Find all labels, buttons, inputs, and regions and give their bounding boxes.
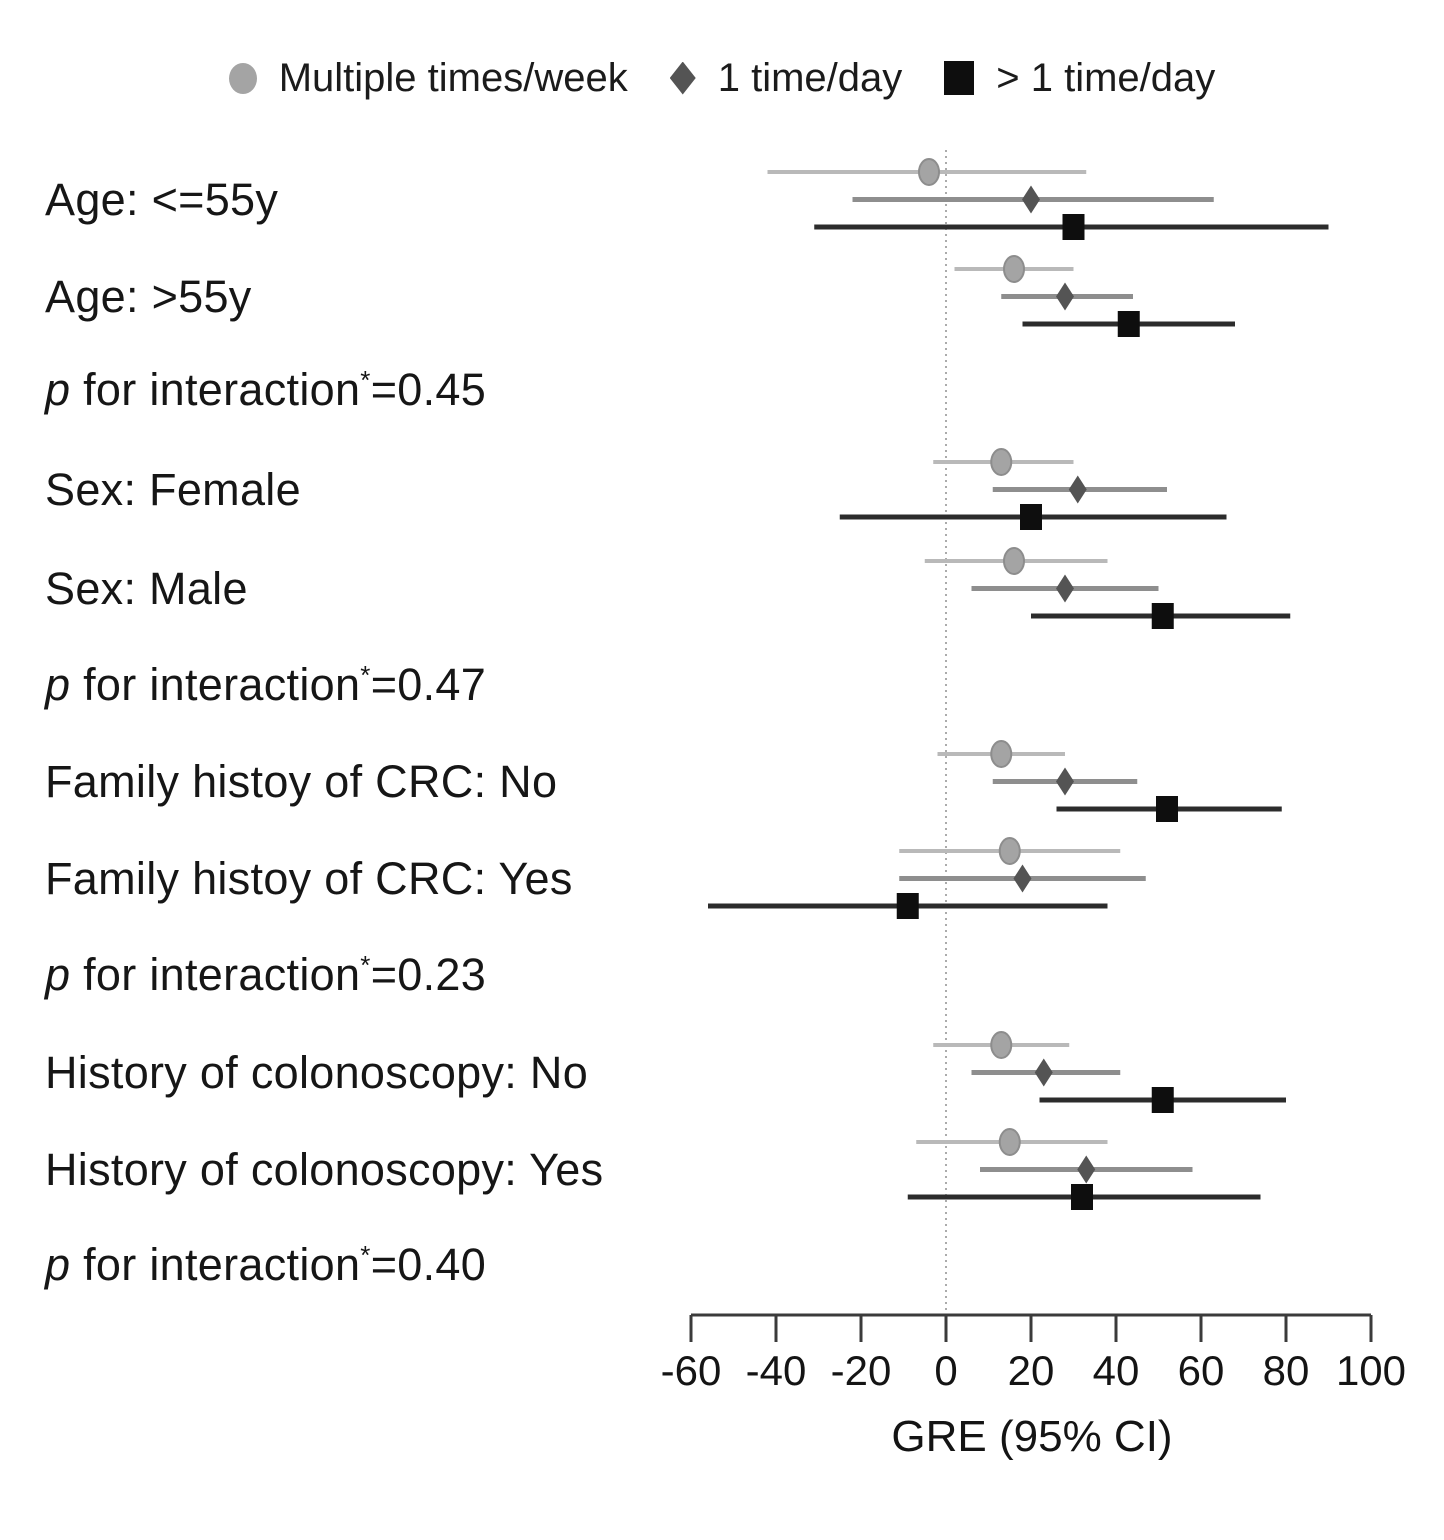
- x-axis-tick-label: -20: [831, 1347, 892, 1394]
- p-interaction-label: p for interaction*=0.45: [45, 364, 486, 416]
- asterisk-superscript: *: [360, 660, 371, 690]
- legend-item: > 1 time/day: [944, 56, 1215, 101]
- p-text: for interaction: [70, 1239, 361, 1290]
- estimate-marker-circle: [990, 740, 1013, 768]
- x-axis-tick-label: 40: [1093, 1347, 1140, 1394]
- p-value: =0.23: [370, 949, 487, 1000]
- x-axis-tick-label: 100: [1336, 1347, 1406, 1394]
- estimate-marker-square: [1151, 603, 1174, 629]
- group-label: Sex: Male: [45, 562, 248, 614]
- group-label: History of colonoscopy: No: [45, 1046, 589, 1098]
- group-label: Age: <=55y: [45, 173, 279, 225]
- chart-legend: Multiple times/week 1 time/day > 1 time/da…: [0, 52, 1444, 104]
- p-symbol: p: [45, 364, 71, 415]
- legend-label: 1 time/day: [717, 55, 903, 100]
- x-axis-tick-label: 60: [1178, 1347, 1225, 1394]
- p-text: for interaction: [70, 949, 361, 1000]
- estimate-marker-circle: [1003, 547, 1025, 575]
- p-interaction-label: p for interaction*=0.23: [45, 949, 486, 1001]
- group-label: History of colonoscopy: Yes: [45, 1143, 604, 1195]
- p-interaction-label: p for interaction*=0.47: [45, 659, 486, 711]
- x-axis-tick-label: -60: [661, 1347, 722, 1394]
- p-value: =0.40: [370, 1239, 487, 1290]
- estimate-marker-diamond: [1034, 1058, 1053, 1087]
- estimate-marker-square: [896, 893, 919, 919]
- x-axis-tick-label: 0: [934, 1347, 957, 1394]
- estimate-marker-diamond: [1022, 185, 1040, 214]
- estimate-marker-square: [1020, 504, 1042, 530]
- estimate-marker-square: [1151, 1087, 1174, 1113]
- estimate-marker-diamond: [1056, 767, 1074, 796]
- estimate-marker-circle: [918, 158, 940, 186]
- x-axis-title: GRE (95% CI): [891, 1412, 1173, 1461]
- estimate-marker-circle: [990, 448, 1013, 476]
- x-axis-tick-label: 80: [1263, 1347, 1310, 1394]
- group-label: Age: >55y: [45, 270, 252, 322]
- p-text: for interaction: [70, 659, 361, 710]
- estimate-marker-diamond: [1056, 282, 1074, 311]
- group-label: Sex: Female: [45, 463, 301, 515]
- asterisk-superscript: *: [360, 1240, 371, 1270]
- asterisk-superscript: *: [360, 365, 371, 395]
- p-value: =0.47: [370, 659, 487, 710]
- estimate-marker-diamond: [1056, 574, 1074, 603]
- estimate-marker-circle: [1003, 255, 1025, 283]
- circle-legend-marker-icon: [228, 62, 257, 94]
- legend-item: Multiple times/week: [228, 55, 628, 101]
- x-axis-tick-label: 20: [1008, 1347, 1055, 1394]
- estimate-marker-diamond: [1068, 475, 1087, 504]
- asterisk-superscript: *: [360, 950, 371, 980]
- legend-label: Multiple times/week: [278, 55, 628, 100]
- square-legend-marker-icon: [944, 61, 975, 95]
- estimate-marker-circle: [998, 837, 1021, 865]
- estimate-marker-square: [1062, 214, 1085, 240]
- estimate-marker-circle: [990, 1031, 1013, 1059]
- p-value: =0.45: [370, 364, 487, 415]
- p-symbol: p: [45, 949, 71, 1000]
- p-symbol: p: [45, 659, 71, 710]
- estimate-marker-diamond: [1077, 1155, 1096, 1184]
- p-text: for interaction: [70, 364, 361, 415]
- x-axis-tick-label: -40: [746, 1347, 807, 1394]
- estimate-marker-square: [1117, 311, 1140, 337]
- p-interaction-label: p for interaction*=0.40: [45, 1239, 486, 1291]
- group-label: Family histoy of CRC: Yes: [45, 852, 573, 904]
- p-symbol: p: [45, 1239, 71, 1290]
- group-label: Family histoy of CRC: No: [45, 755, 558, 807]
- legend-item: 1 time/day: [669, 55, 903, 101]
- estimate-marker-square: [1071, 1184, 1093, 1210]
- estimate-marker-circle: [998, 1128, 1021, 1156]
- estimate-marker-square: [1156, 796, 1178, 822]
- estimate-marker-diamond: [1013, 864, 1032, 893]
- legend-label: > 1 time/day: [996, 55, 1216, 100]
